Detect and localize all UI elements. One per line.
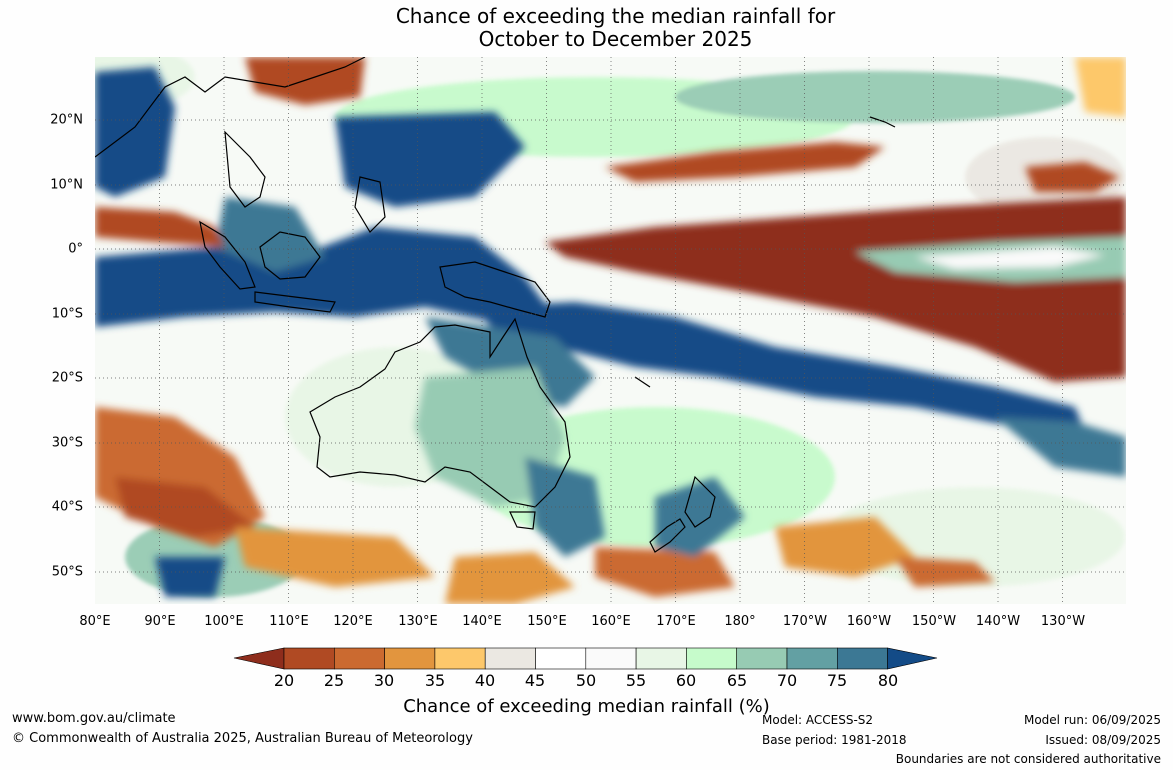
colorbar-segment — [836, 647, 888, 670]
colorbar-tick: 40 — [474, 671, 496, 690]
colorbar-label: Chance of exceeding median rainfall (%) — [403, 696, 770, 717]
lon-label: 90°E — [144, 614, 176, 629]
colorbar-tick: 60 — [675, 671, 697, 690]
colorbar — [233, 647, 938, 670]
lon-label: 150°E — [527, 614, 567, 629]
colorbar-tick: 55 — [625, 671, 647, 690]
lon-label: 150°W — [911, 614, 957, 629]
colorbar-segment — [535, 647, 587, 670]
base-period-text: Base period: 1981-2018 — [762, 733, 907, 747]
disclaimer-text: Boundaries are not considered authoritat… — [895, 752, 1161, 766]
lon-label: 80°E — [79, 614, 111, 629]
colorbar-tick: 20 — [273, 671, 295, 690]
lon-label: 130°W — [1040, 614, 1086, 629]
rainfall-map-canvas — [95, 57, 1126, 604]
colorbar-segment — [283, 647, 335, 670]
colorbar-tick: 45 — [524, 671, 546, 690]
map-title-line-2: October to December 2025 — [478, 27, 753, 51]
lat-label: 30°S — [51, 435, 83, 451]
colorbar-tick: 70 — [776, 671, 798, 690]
colorbar-tick: 50 — [575, 671, 597, 690]
colorbar-segment — [736, 647, 788, 670]
website-link[interactable]: www.bom.gov.au/climate — [12, 711, 176, 726]
lon-label: 170°E — [656, 614, 696, 629]
lon-label: 130°E — [398, 614, 438, 629]
lon-label: 110°E — [269, 614, 309, 629]
colorbar-tick: 35 — [424, 671, 446, 690]
lat-label: 20°N — [50, 112, 83, 128]
colorbar-tick: 30 — [373, 671, 395, 690]
rainfall-map — [95, 57, 1126, 604]
colorbar-tick: 65 — [726, 671, 748, 690]
lon-label: 160°E — [591, 614, 631, 629]
colorbar-segment — [334, 647, 385, 670]
lon-label: 140°E — [462, 614, 502, 629]
colorbar-tick: 75 — [826, 671, 848, 690]
lat-label: 20°S — [51, 370, 83, 386]
colorbar-segment — [233, 647, 285, 670]
map-title-line-1: Chance of exceeding the median rainfall … — [395, 4, 836, 28]
lon-label: 160°W — [846, 614, 892, 629]
lat-label: 50°S — [51, 564, 83, 580]
colorbar-segment — [686, 647, 737, 670]
lon-label: 120°E — [333, 614, 373, 629]
lat-label: 10°N — [50, 177, 83, 193]
colorbar-segment — [384, 647, 436, 670]
issued-text: Issued: 08/09/2025 — [1045, 733, 1161, 747]
colorbar-segment — [434, 647, 486, 670]
colorbar-segment — [887, 647, 938, 670]
lon-label: 100°E — [204, 614, 244, 629]
lat-label: 10°S — [51, 306, 83, 322]
colorbar-segment — [585, 647, 637, 670]
model-run-text: Model run: 06/09/2025 — [1023, 713, 1161, 727]
lon-label: 140°W — [975, 614, 1021, 629]
colorbar-segment — [786, 647, 838, 670]
lat-label: 40°S — [51, 499, 83, 515]
colorbar-tick: 80 — [877, 671, 899, 690]
model-text: Model: ACCESS-S2 — [762, 713, 874, 727]
lat-label: 0° — [68, 241, 83, 257]
colorbar-segment — [484, 647, 536, 670]
lon-label: 170°W — [782, 614, 828, 629]
copyright-text: © Commonwealth of Australia 2025, Austra… — [12, 731, 473, 746]
lon-label: 180° — [724, 614, 756, 629]
colorbar-segment — [635, 647, 687, 670]
colorbar-tick: 25 — [323, 671, 345, 690]
